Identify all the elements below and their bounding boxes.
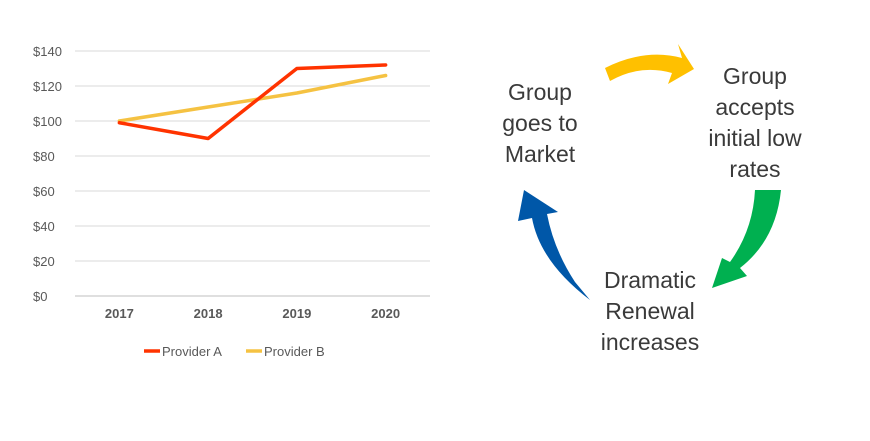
renewal-cycle-diagram	[518, 44, 781, 300]
cycle-text-market: Group goes to Market	[502, 79, 578, 167]
series-line-provider-b	[117, 73, 388, 123]
legend-label-provider-a: Provider A	[162, 344, 222, 359]
y-tick-label: $80	[33, 149, 55, 164]
x-tick-label: 2019	[282, 306, 311, 321]
y-axis-labels: $0 $20 $40 $60 $80 $100 $120 $140	[33, 44, 62, 304]
y-tick-label: $60	[33, 184, 55, 199]
cycle-text-accepts: Group accepts initial low rates	[708, 63, 802, 182]
legend-label-provider-b: Provider B	[264, 344, 325, 359]
cycle-arrow-left	[518, 190, 590, 300]
y-tick-label: $100	[33, 114, 62, 129]
line-chart: $0$20$40$60$80$100$120$140 2017 2018 2019 2…	[33, 44, 430, 359]
x-axis-labels: 2017 2018 2019 2020	[105, 306, 400, 321]
x-tick-label: 2018	[194, 306, 223, 321]
chart-series	[117, 63, 388, 141]
cycle-arrow-right	[712, 190, 781, 288]
series-line-provider-a	[117, 63, 388, 141]
x-tick-label: 2020	[371, 306, 400, 321]
cycle-arrow-top	[605, 44, 694, 84]
chart-legend: Provider A Provider B	[144, 344, 325, 359]
chart-gridlines	[75, 50, 430, 297]
y-tick-label: $120	[33, 79, 62, 94]
y-tick-label: $20	[33, 254, 55, 269]
x-tick-label: 2017	[105, 306, 134, 321]
y-tick-label: $40	[33, 219, 55, 234]
cycle-text-renewal: Dramatic Renewal increases	[600, 267, 700, 355]
y-tick-label: $0	[33, 289, 47, 304]
y-tick-label: $140	[33, 44, 62, 59]
